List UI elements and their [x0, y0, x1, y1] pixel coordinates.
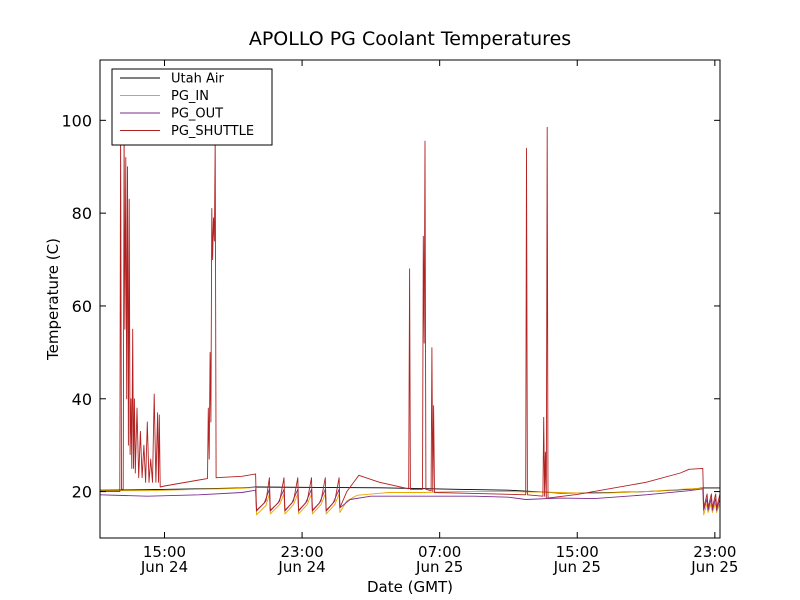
x-tick-label-time: 15:00: [143, 543, 186, 561]
x-tick-label-date: Jun 25: [690, 558, 738, 576]
x-tick-label-time: 23:00: [280, 543, 323, 561]
legend-label: PG_IN: [171, 89, 209, 104]
x-tick-label-time: 23:00: [693, 543, 736, 561]
y-axis-label: Temperature (C): [44, 238, 62, 361]
x-tick-label-date: Jun 25: [553, 558, 601, 576]
x-tick-label-time: 15:00: [556, 543, 599, 561]
legend-label: Utah Air: [171, 72, 224, 87]
y-tick-label: 80: [72, 204, 92, 223]
series-line-pg-shuttle: [100, 126, 720, 512]
series-line-pg-in: [100, 486, 720, 516]
x-tick-label-date: Jun 24: [140, 558, 188, 576]
y-tick-label: 60: [72, 297, 92, 316]
x-tick-label-time: 07:00: [418, 543, 461, 561]
plot-lines: [100, 126, 720, 516]
legend-box: [111, 68, 273, 146]
x-axis-label: Date (GMT): [367, 578, 453, 596]
legend-label: PG_OUT: [171, 107, 223, 122]
legend-label: PG_SHUTTLE: [171, 124, 254, 139]
x-tick-label-date: Jun 24: [277, 558, 325, 576]
y-axis: 20 40 60 80 100: [61, 111, 720, 502]
x-tick-label-date: Jun 25: [415, 558, 463, 576]
y-tick-label: 40: [72, 390, 92, 409]
legend: Utah Air PG_IN PG_OUT PG_SHUTTLE: [111, 68, 273, 146]
y-tick-label: 20: [72, 483, 92, 502]
plot-frame: [99, 59, 721, 539]
y-tick-label: 100: [61, 111, 92, 130]
chart-title: APOLLO PG Coolant Temperatures: [249, 28, 571, 50]
